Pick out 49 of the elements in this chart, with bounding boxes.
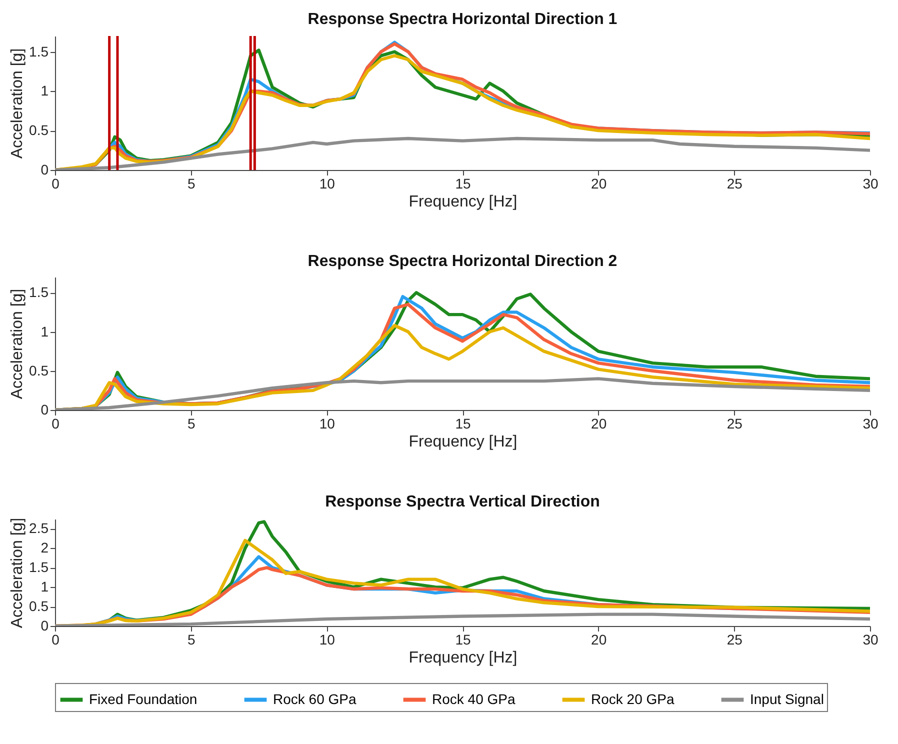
legend-label: Rock 60 GPa	[273, 690, 356, 707]
x-tick-label: 10	[319, 632, 336, 648]
x-axis-title: Frequency [Hz]	[408, 434, 518, 450]
legend-label: Input Signal	[750, 690, 824, 707]
x-tick-label: 25	[726, 176, 743, 192]
x-tick-label: 30	[862, 416, 878, 432]
x-tick-label: 20	[591, 176, 607, 192]
y-axis-title: Acceleration [g]	[9, 288, 26, 400]
chart-title: Response Spectra Vertical Direction	[325, 493, 600, 510]
y-tick-label: 0.5	[29, 598, 49, 614]
x-tick-label: 0	[52, 176, 60, 192]
x-tick-label: 10	[319, 416, 336, 432]
y-tick-label: 1.5	[29, 284, 49, 300]
y-axis-title: Acceleration [g]	[9, 518, 26, 628]
x-tick-label: 15	[455, 632, 471, 648]
y-tick-label: 1	[40, 82, 49, 99]
legend-label: Fixed Foundation	[89, 690, 198, 707]
x-tick-label: 20	[591, 632, 607, 648]
y-tick-label: 0	[40, 618, 49, 634]
x-tick-label: 30	[862, 176, 878, 192]
x-tick-label: 5	[187, 416, 196, 432]
chart-title: Response Spectra Horizontal Direction 1	[308, 10, 618, 28]
y-tick-label: 0	[40, 162, 49, 178]
y-tick-label: 1	[40, 578, 49, 595]
x-tick-label: 20	[591, 416, 607, 432]
y-tick-label: 2.5	[29, 520, 49, 536]
y-tick-label: 1	[40, 323, 49, 340]
y-axis-title: Acceleration [g]	[9, 48, 26, 159]
x-tick-label: 10	[319, 176, 336, 192]
legend-label: Rock 40 GPa	[432, 690, 516, 707]
x-tick-label: 0	[52, 416, 60, 432]
chart-title: Response Spectra Horizontal Direction 2	[308, 253, 618, 270]
x-tick-label: 25	[726, 416, 743, 432]
y-tick-label: 1.5	[29, 43, 49, 60]
x-tick-label: 5	[187, 176, 196, 192]
y-tick-label: 0.5	[29, 362, 49, 378]
x-tick-label: 5	[187, 632, 196, 648]
x-tick-label: 0	[52, 632, 60, 648]
y-tick-label: 0.5	[29, 122, 49, 138]
y-tick-label: 1.5	[29, 559, 49, 576]
y-tick-label: 2	[40, 540, 49, 556]
x-tick-label: 15	[455, 416, 471, 432]
x-axis-title: Frequency [Hz]	[408, 194, 518, 210]
x-tick-label: 30	[862, 632, 878, 648]
y-tick-label: 0	[40, 402, 49, 418]
x-tick-label: 25	[726, 632, 743, 648]
x-tick-label: 15	[455, 176, 471, 192]
x-axis-title: Frequency [Hz]	[408, 650, 518, 666]
legend-label: Rock 20 GPa	[591, 690, 674, 707]
